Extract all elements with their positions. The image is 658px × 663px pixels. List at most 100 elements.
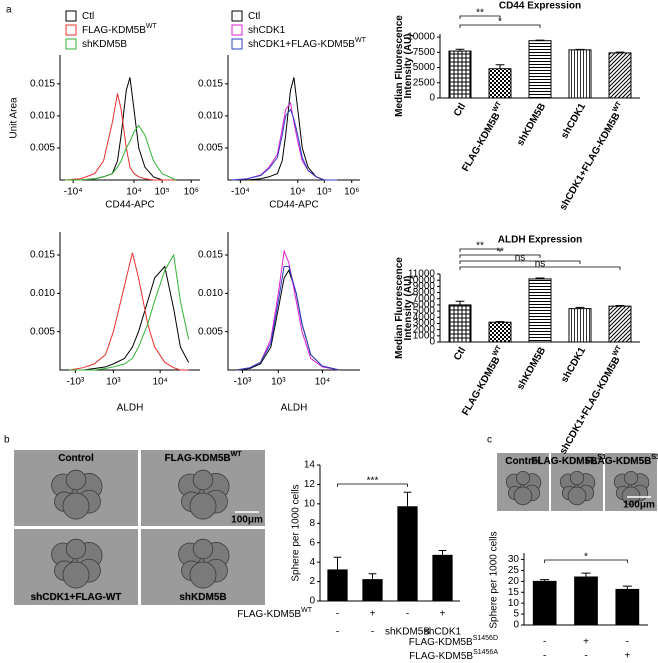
y-tick-label: 11000 (408, 269, 436, 280)
legend-swatch (65, 10, 77, 22)
y-axis-label: Unit Area (9, 97, 20, 139)
legend-label: shCDK1 (248, 25, 286, 36)
scale-bar-label: 100μm (623, 500, 655, 511)
y-tick-label: 0 (513, 620, 519, 631)
x-tick-label-main: Ctl (452, 345, 468, 362)
histogram-line (69, 253, 190, 371)
error-bar (535, 39, 545, 41)
chart-title: ALDH Expression (498, 235, 582, 246)
x-tick-label-sup: WT (612, 344, 624, 358)
x-tick-label: shCDK1 (559, 101, 588, 141)
legend-label-main: Ctl (82, 11, 94, 22)
significance-label: * (584, 552, 588, 563)
significance-bracket (459, 266, 621, 270)
row-cell: - (336, 609, 339, 620)
x-tick-label-main: shCDK1 (559, 345, 588, 385)
x-tick-label-sup: WT (492, 344, 504, 358)
histogram-line (69, 265, 190, 371)
y-tick-label: 0.015 (30, 250, 55, 261)
significance-bracket (459, 254, 541, 258)
x-tick-label: 10⁴ (315, 377, 330, 388)
y-tick-label: 0.005 (198, 326, 223, 337)
y-axis-label: Sphere per 1000 cells (489, 531, 500, 628)
axis-line (227, 55, 360, 181)
row-cell: - (543, 637, 546, 648)
row-label-main: FLAG-KDM5B (237, 609, 301, 620)
row-cell: - (584, 651, 587, 662)
legend-label-main: Ctl (248, 11, 260, 22)
x-tick-label-main: shKDM5B (515, 345, 548, 391)
x-tick-label: Ctl (452, 345, 468, 362)
y-tick-label: 14 (304, 460, 316, 471)
histogram-line (69, 252, 189, 371)
bar (362, 579, 383, 602)
error-bar (615, 51, 625, 53)
x-tick-label: 10⁵ (154, 187, 169, 198)
x-axis-label: CD44-APC (105, 200, 154, 211)
row-cell: + (440, 609, 446, 620)
x-tick-label: shKDM5B (515, 345, 548, 391)
significance-bracket (544, 559, 628, 563)
row-cell: shKDM5B (385, 627, 430, 638)
legend-label-main: shKDM5B (82, 39, 127, 50)
error-bar (368, 573, 377, 580)
y-tick-label: 0 (309, 596, 315, 607)
legend-label: Ctl (248, 11, 260, 22)
y-tick-label: 0.005 (30, 143, 55, 154)
y-tick-label: 8 (309, 518, 315, 529)
x-tick-label-main: shCDK1 (559, 101, 588, 141)
significance-label: * (498, 17, 502, 28)
row-cell: - (336, 627, 339, 638)
x-tick-label: 10⁵ (317, 187, 332, 198)
legend-swatch (231, 10, 243, 22)
error-bar (622, 585, 632, 590)
y-tick-label: 12 (304, 479, 316, 490)
x-tick-label: 10⁶ (184, 187, 199, 198)
significance-label: ** (496, 247, 504, 258)
y-tick-label: 6 (309, 537, 315, 548)
legend-label-sup: WT (146, 23, 158, 30)
panel-label: c (487, 435, 492, 446)
bar (488, 68, 512, 99)
legend-swatch (65, 24, 77, 36)
image-label: FLAG-KDM5BS1456A (585, 454, 658, 466)
error-bar (535, 277, 545, 279)
y-tick-label: 0 (429, 93, 435, 104)
x-tick-label: 10⁴ (290, 187, 305, 198)
legend-label-main: shCDK1+FLAG-KDM5B (248, 39, 355, 50)
cell-cluster (515, 471, 531, 486)
significance-label: ** (476, 8, 484, 19)
error-bar (495, 64, 505, 69)
y-tick-label: 0.005 (198, 143, 223, 154)
x-axis-label: CD44-APC (269, 200, 318, 211)
histogram-line (64, 77, 176, 181)
cell-cluster (513, 486, 533, 506)
y-tick-label: 2000 (413, 324, 436, 335)
y-axis-label: Sphere per 1000 cells (291, 484, 302, 581)
image-label: Control (58, 453, 94, 464)
histogram-line (236, 266, 340, 371)
row-cell: + (583, 637, 589, 648)
significance-bracket (459, 248, 501, 252)
x-tick-label: Ctl (452, 101, 468, 118)
y-tick-label: 0.015 (198, 78, 223, 89)
row-cell: - (406, 609, 409, 620)
y-axis-label: Intensity (AU) (403, 34, 414, 99)
row-label: FLAG-KDM5BS1456D (409, 635, 498, 647)
x-tick-label-main: Ctl (452, 101, 468, 118)
axis-line (59, 232, 200, 371)
image-label-main: FLAG-KDM5B (531, 456, 597, 467)
row-label: FLAG-KDM5BWT (237, 607, 313, 619)
x-tick-label-sup: WT (492, 100, 504, 114)
bar (568, 49, 592, 99)
image-label: shKDM5B (179, 592, 226, 603)
histogram-line (232, 108, 338, 181)
y-tick-label: 5 (513, 609, 519, 620)
image-label: Control (505, 456, 541, 467)
x-tick-label: shCDK1+FLAG-KDM5BWT (556, 344, 628, 456)
error-bar (403, 491, 412, 507)
cell-cluster (569, 471, 585, 486)
x-tick-label: -10³ (66, 377, 84, 388)
